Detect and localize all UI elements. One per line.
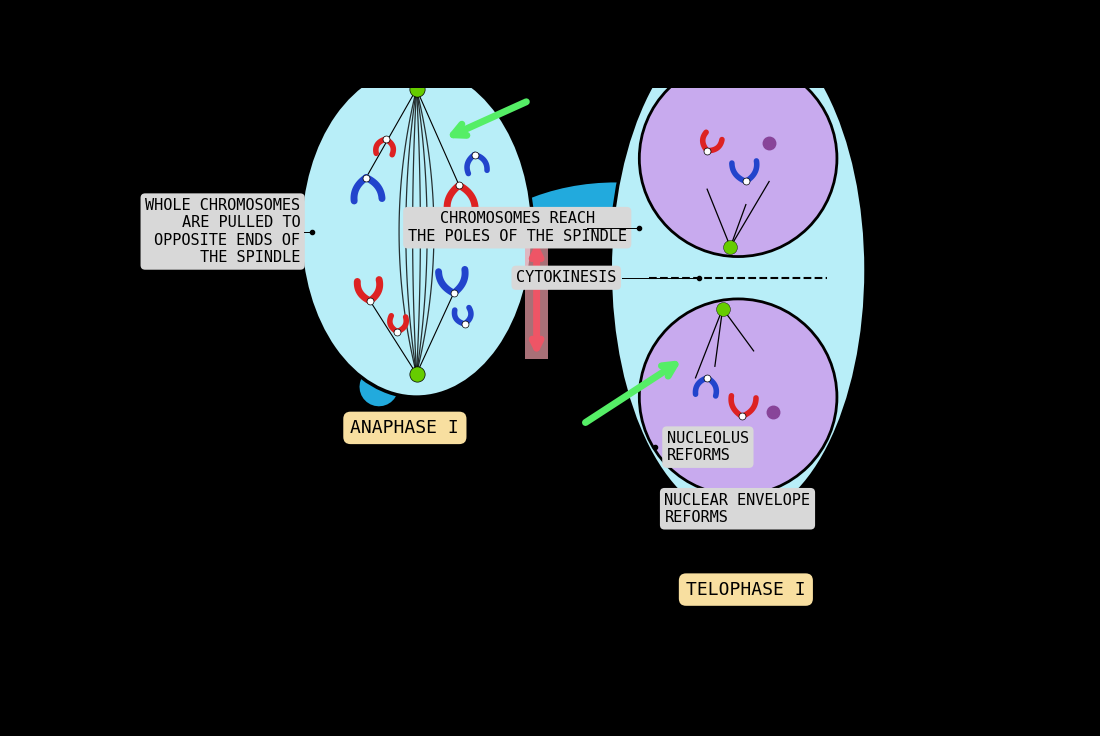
Ellipse shape [639,299,837,495]
Text: ANAPHASE I: ANAPHASE I [351,419,460,437]
FancyBboxPatch shape [525,239,548,358]
Text: TELOPHASE I: TELOPHASE I [686,581,805,598]
Ellipse shape [300,66,532,397]
Text: WHOLE CHROMOSOMES
ARE PULLED TO
OPPOSITE ENDS OF
THE SPINDLE: WHOLE CHROMOSOMES ARE PULLED TO OPPOSITE… [145,198,300,265]
Text: NUCLEAR ENVELOPE
REFORMS: NUCLEAR ENVELOPE REFORMS [664,492,811,525]
Ellipse shape [639,60,837,257]
Text: CHROMOSOMES REACH
THE POLES OF THE SPINDLE: CHROMOSOMES REACH THE POLES OF THE SPIND… [408,211,627,244]
Text: NUCLEOLUS
REFORMS: NUCLEOLUS REFORMS [667,431,749,464]
Text: CYTOKINESIS: CYTOKINESIS [516,270,616,286]
Ellipse shape [610,20,866,520]
